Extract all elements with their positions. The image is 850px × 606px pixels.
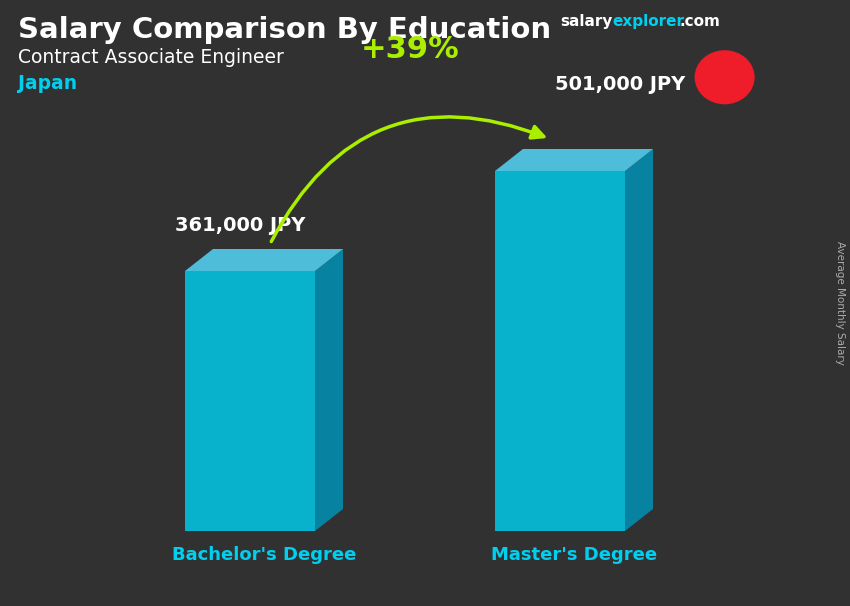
Text: .com: .com	[680, 14, 721, 29]
Text: Contract Associate Engineer: Contract Associate Engineer	[18, 48, 284, 67]
Text: explorer: explorer	[612, 14, 684, 29]
Text: Salary Comparison By Education: Salary Comparison By Education	[18, 16, 551, 44]
Polygon shape	[495, 171, 625, 531]
Polygon shape	[495, 149, 653, 171]
Text: Master's Degree: Master's Degree	[491, 546, 657, 564]
Text: salary: salary	[560, 14, 612, 29]
Polygon shape	[315, 249, 343, 531]
Circle shape	[695, 51, 754, 104]
Polygon shape	[185, 271, 315, 531]
Polygon shape	[185, 249, 343, 271]
Text: +39%: +39%	[360, 35, 459, 64]
Polygon shape	[625, 149, 653, 531]
Text: Average Monthly Salary: Average Monthly Salary	[835, 241, 845, 365]
Text: 361,000 JPY: 361,000 JPY	[175, 216, 305, 235]
Text: Bachelor's Degree: Bachelor's Degree	[172, 546, 356, 564]
Text: Japan: Japan	[18, 74, 77, 93]
Text: 501,000 JPY: 501,000 JPY	[555, 75, 685, 94]
